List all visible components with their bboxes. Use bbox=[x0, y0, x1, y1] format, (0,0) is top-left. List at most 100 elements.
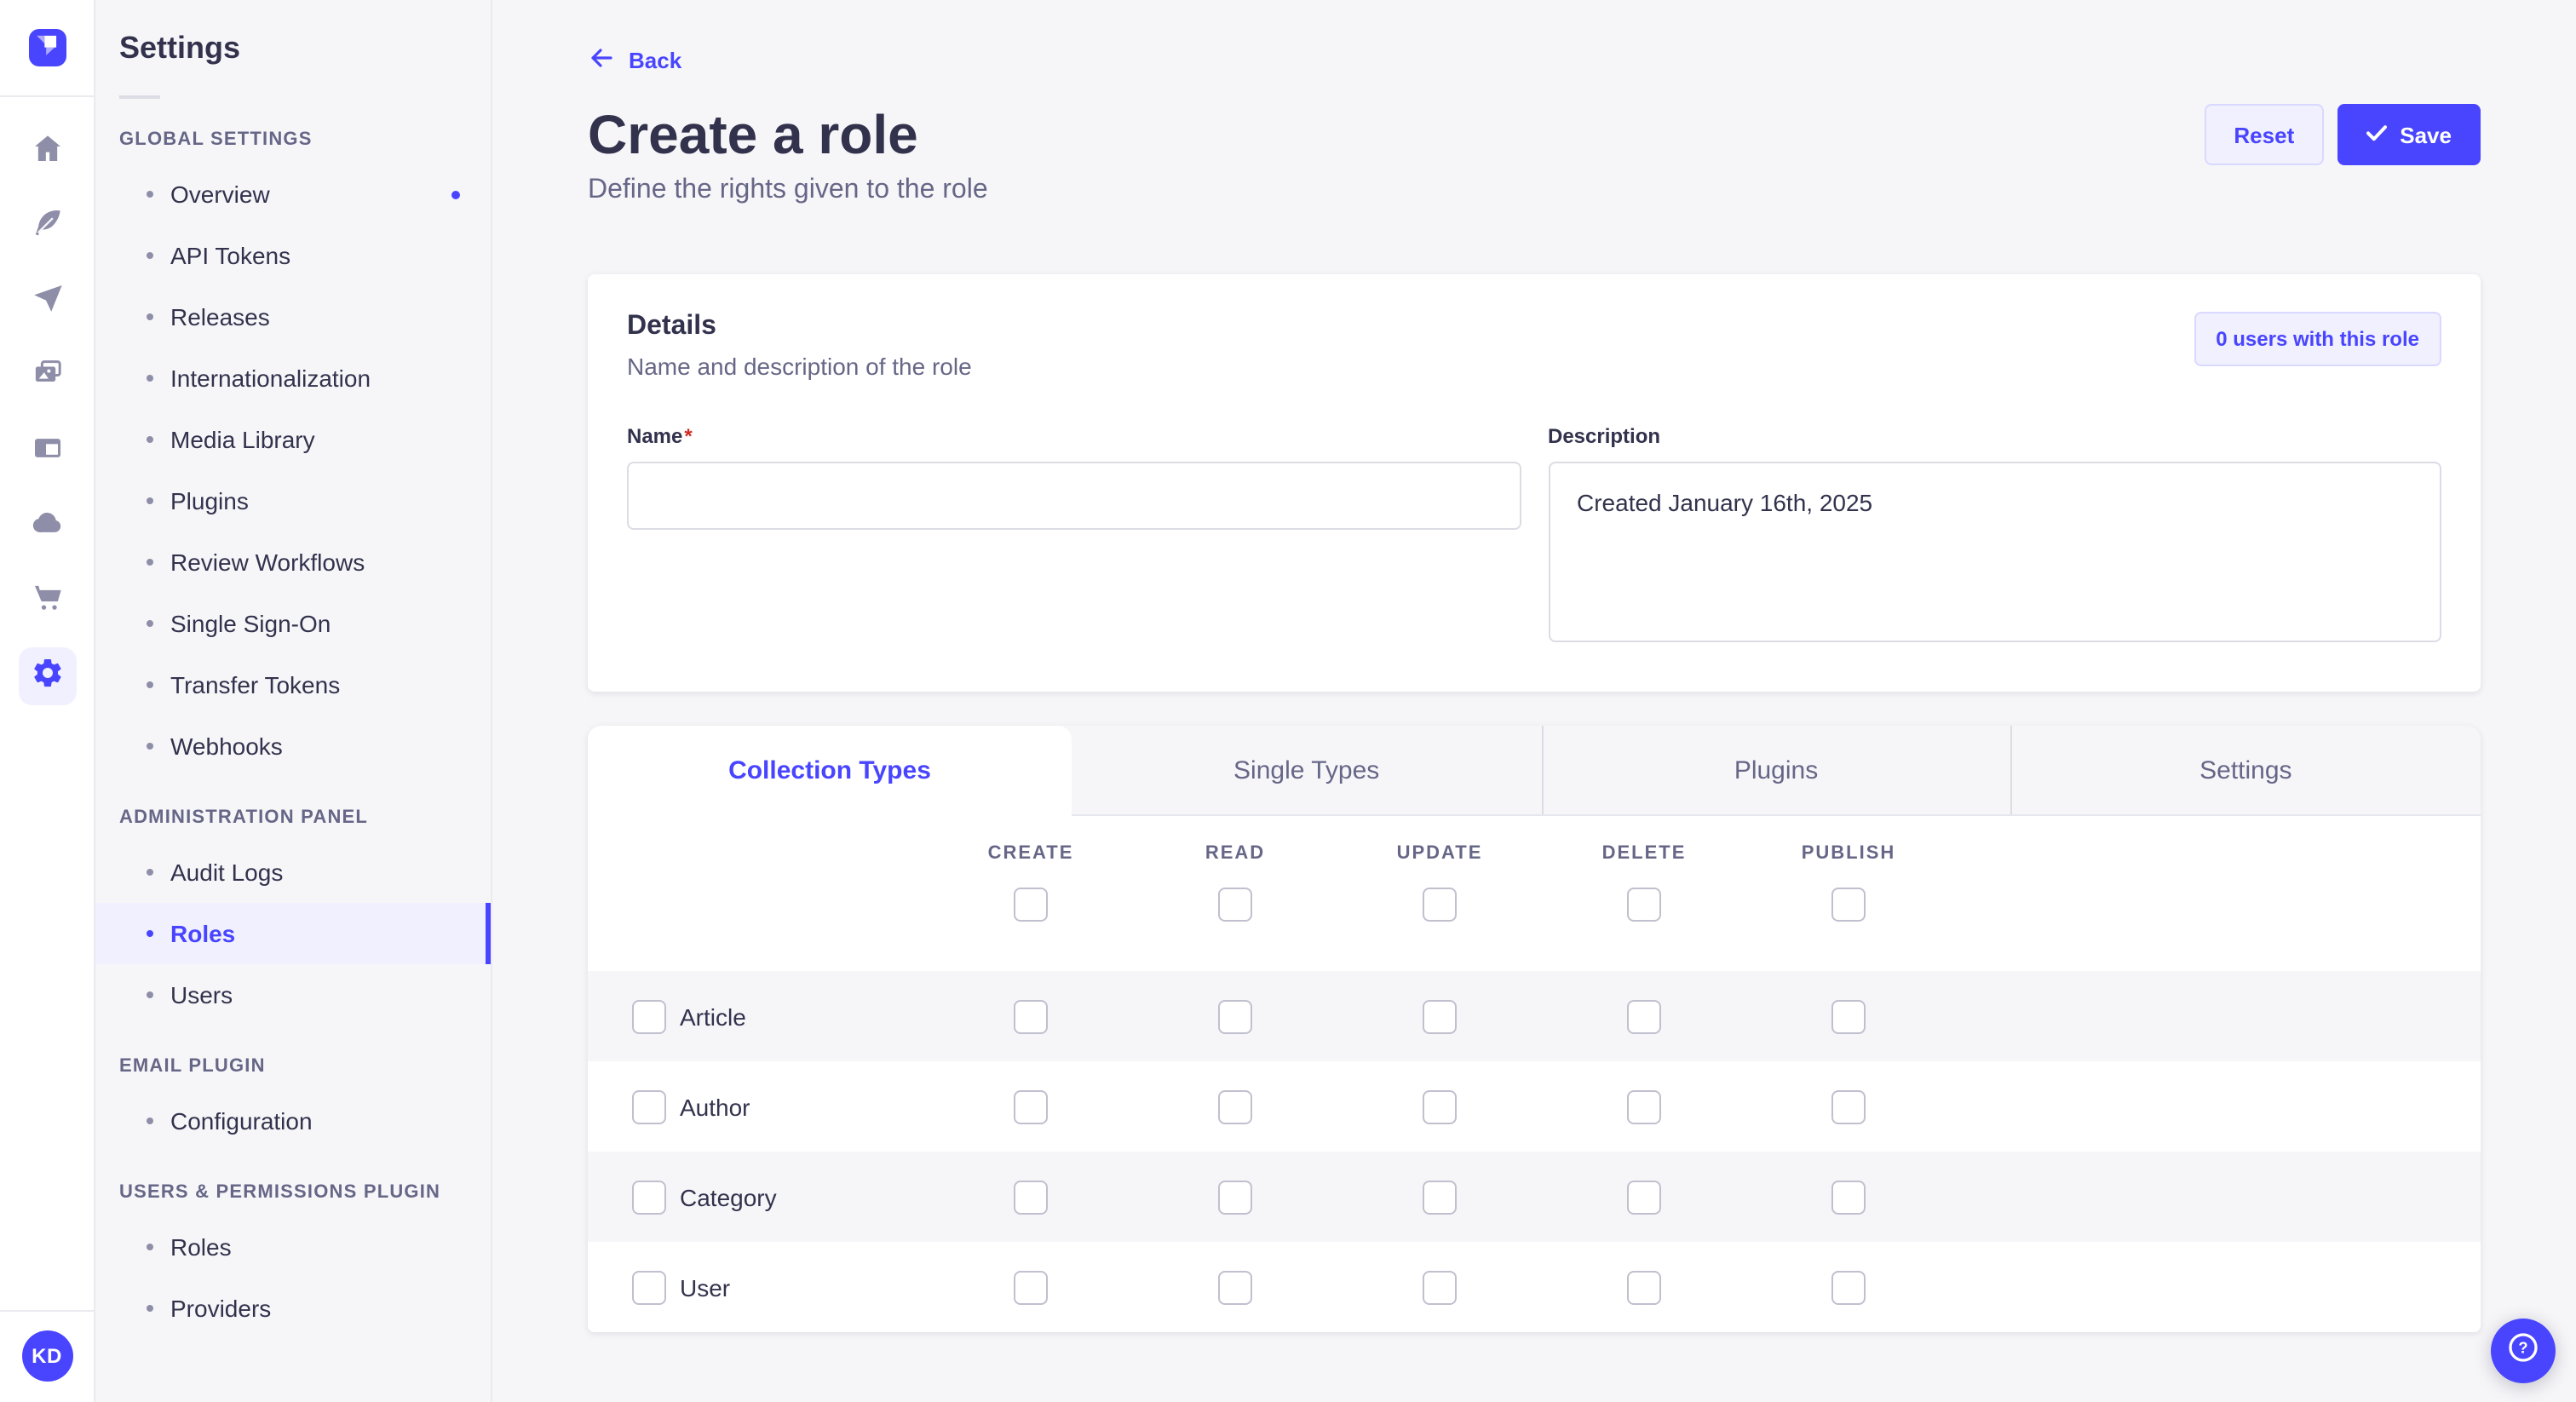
content-manager-nav-button[interactable] bbox=[13, 192, 81, 261]
question-mark-icon: ? bbox=[2504, 1328, 2542, 1374]
sidebar-item-users[interactable]: Users bbox=[95, 964, 491, 1026]
column-header-read: Read bbox=[1205, 843, 1266, 864]
bullet-icon bbox=[147, 497, 153, 504]
checkbox-author-read[interactable] bbox=[1218, 1089, 1252, 1123]
sidebar-item-review-workflows[interactable]: Review Workflows bbox=[95, 531, 491, 593]
sidebar-item-plugins[interactable]: Plugins bbox=[95, 470, 491, 531]
checkbox-user-publish[interactable] bbox=[1831, 1270, 1866, 1304]
settings-subnav: Settings GLOBAL SETTINGS Overview API To… bbox=[95, 0, 492, 1402]
checkbox-article-read[interactable] bbox=[1218, 999, 1252, 1033]
checkbox-article-publish[interactable] bbox=[1831, 999, 1866, 1033]
strapi-logo-button[interactable] bbox=[28, 29, 66, 66]
svg-text:?: ? bbox=[2518, 1338, 2527, 1356]
checkbox-author-update[interactable] bbox=[1423, 1089, 1457, 1123]
checkbox-article-create[interactable] bbox=[1014, 999, 1048, 1033]
checkbox-row-article[interactable] bbox=[632, 999, 666, 1033]
column-header-update: Update bbox=[1396, 843, 1483, 864]
checkbox-user-create[interactable] bbox=[1014, 1270, 1048, 1304]
sidebar-item-overview[interactable]: Overview bbox=[95, 164, 491, 225]
sidebar-item-transfer-tokens[interactable]: Transfer Tokens bbox=[95, 654, 491, 715]
subnav-title: Settings bbox=[119, 31, 241, 65]
column-header-publish: Publish bbox=[1801, 843, 1896, 864]
name-field-group: Name * bbox=[627, 424, 1521, 651]
releases-nav-button[interactable] bbox=[13, 267, 81, 336]
subnav-section-global-settings: GLOBAL SETTINGS Overview API Tokens Rele… bbox=[95, 129, 491, 777]
checkbox-user-update[interactable] bbox=[1423, 1270, 1457, 1304]
tab-plugins[interactable]: Plugins bbox=[1541, 726, 2011, 816]
bullet-icon bbox=[147, 191, 153, 198]
checkbox-category-read[interactable] bbox=[1218, 1180, 1252, 1214]
tab-collection-types[interactable]: Collection Types bbox=[588, 726, 1072, 816]
name-label: Name * bbox=[627, 424, 693, 448]
description-field-group: Description Created January 16th, 2025 bbox=[1548, 424, 2441, 651]
sidebar-item-internationalization[interactable]: Internationalization bbox=[95, 348, 491, 409]
bullet-icon bbox=[147, 1305, 153, 1312]
main-content: Back Create a role Reset Save Define the… bbox=[492, 0, 2576, 1402]
checkbox-user-read[interactable] bbox=[1218, 1270, 1252, 1304]
sidebar-item-single-sign-on[interactable]: Single Sign-On bbox=[95, 593, 491, 654]
sidebar-item-api-tokens[interactable]: API Tokens bbox=[95, 225, 491, 286]
checkbox-row-category[interactable] bbox=[632, 1180, 666, 1214]
description-textarea[interactable]: Created January 16th, 2025 bbox=[1548, 462, 2441, 642]
save-button[interactable]: Save bbox=[2337, 104, 2481, 165]
checkbox-select-all-update[interactable] bbox=[1423, 888, 1457, 922]
users-with-role-badge[interactable]: 0 users with this role bbox=[2194, 312, 2441, 366]
bullet-icon bbox=[147, 991, 153, 998]
sidebar-item-media-library[interactable]: Media Library bbox=[95, 409, 491, 470]
permissions-card: Collection Types Single Types Plugins Se… bbox=[588, 726, 2481, 1332]
settings-nav-button[interactable] bbox=[18, 647, 76, 705]
tab-single-types[interactable]: Single Types bbox=[1072, 726, 1542, 816]
checkbox-row-author[interactable] bbox=[632, 1089, 666, 1123]
paper-plane-icon bbox=[30, 280, 64, 323]
section-label: ADMINISTRATION PANEL bbox=[119, 807, 369, 828]
tab-settings[interactable]: Settings bbox=[2010, 726, 2481, 816]
bullet-icon bbox=[147, 436, 153, 443]
home-nav-button[interactable] bbox=[13, 118, 81, 186]
gear-icon bbox=[30, 655, 64, 698]
details-fields: Name * Description Created January 16th, … bbox=[627, 424, 2441, 651]
deploy-nav-button[interactable] bbox=[13, 492, 81, 560]
bullet-icon bbox=[147, 743, 153, 750]
checkbox-category-delete[interactable] bbox=[1627, 1180, 1661, 1214]
subnav-section-administration-panel: ADMINISTRATION PANEL Audit Logs Roles Us… bbox=[95, 807, 491, 1026]
checkbox-select-all-create[interactable] bbox=[1014, 888, 1048, 922]
checkbox-select-all-publish[interactable] bbox=[1831, 888, 1866, 922]
checkbox-category-publish[interactable] bbox=[1831, 1180, 1866, 1214]
back-link[interactable]: Back bbox=[588, 44, 681, 77]
help-button[interactable]: ? bbox=[2491, 1319, 2556, 1383]
checkbox-article-delete[interactable] bbox=[1627, 999, 1661, 1033]
header-actions: Reset Save bbox=[2205, 104, 2481, 165]
sidebar-item-roles-admin[interactable]: Roles bbox=[95, 903, 491, 964]
feather-icon bbox=[30, 205, 64, 248]
home-icon bbox=[30, 130, 64, 173]
marketplace-nav-button[interactable] bbox=[13, 567, 81, 635]
sidebar-item-configuration[interactable]: Configuration bbox=[95, 1090, 491, 1152]
back-arrow-icon bbox=[588, 44, 615, 77]
sidebar-item-audit-logs[interactable]: Audit Logs bbox=[95, 842, 491, 903]
checkbox-author-publish[interactable] bbox=[1831, 1089, 1866, 1123]
user-avatar[interactable]: KD bbox=[21, 1330, 72, 1382]
checkbox-author-create[interactable] bbox=[1014, 1089, 1048, 1123]
media-library-nav-button[interactable] bbox=[13, 342, 81, 411]
sidebar-item-roles-up[interactable]: Roles bbox=[95, 1216, 491, 1278]
checkbox-select-all-delete[interactable] bbox=[1627, 888, 1661, 922]
cloud-icon bbox=[30, 505, 64, 548]
checkbox-article-update[interactable] bbox=[1423, 999, 1457, 1033]
checkbox-author-delete[interactable] bbox=[1627, 1089, 1661, 1123]
sidebar-item-releases[interactable]: Releases bbox=[95, 286, 491, 348]
name-input[interactable] bbox=[627, 462, 1521, 530]
select-all-row bbox=[588, 888, 2481, 971]
checkbox-user-delete[interactable] bbox=[1627, 1270, 1661, 1304]
checkbox-select-all-read[interactable] bbox=[1218, 888, 1252, 922]
sidebar-item-webhooks[interactable]: Webhooks bbox=[95, 715, 491, 777]
reset-button[interactable]: Reset bbox=[2205, 104, 2324, 165]
page-title: Create a role bbox=[588, 104, 918, 165]
sidebar-item-providers[interactable]: Providers bbox=[95, 1278, 491, 1339]
checkbox-category-update[interactable] bbox=[1423, 1180, 1457, 1214]
section-label: USERS & PERMISSIONS PLUGIN bbox=[119, 1182, 441, 1203]
checkbox-row-user[interactable] bbox=[632, 1270, 666, 1304]
content-type-builder-nav-button[interactable] bbox=[13, 417, 81, 486]
bullet-icon bbox=[147, 930, 153, 937]
checkbox-category-create[interactable] bbox=[1014, 1180, 1048, 1214]
table-row-category: Category bbox=[588, 1152, 2481, 1242]
